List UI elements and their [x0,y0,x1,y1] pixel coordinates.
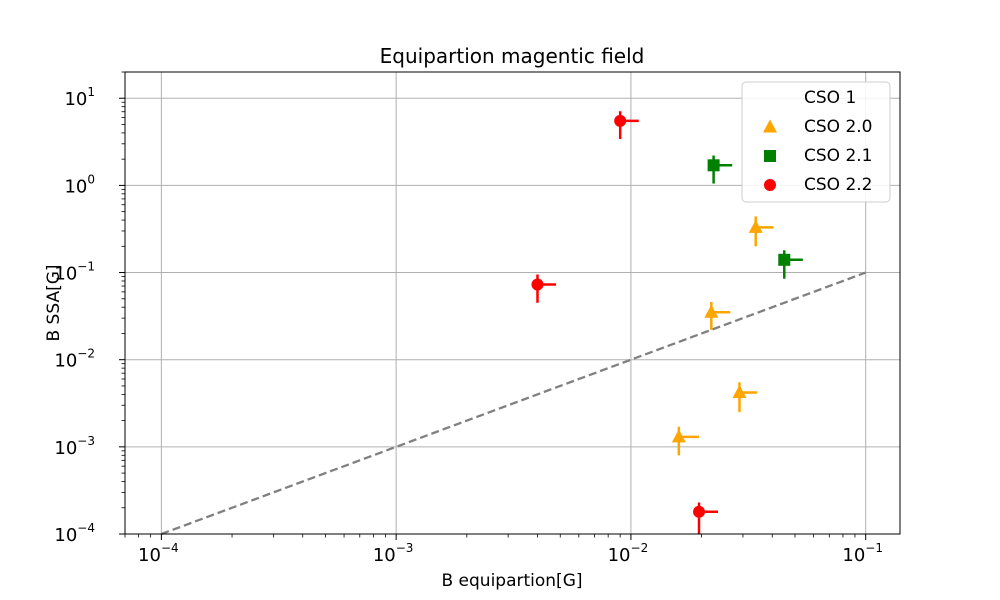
y-tick-label: 10−4 [54,521,95,546]
legend-triangle-marker [763,119,777,133]
data-point [732,382,758,413]
square-marker [707,159,720,172]
legend-box [741,81,891,203]
y-tick-exponent: 1 [87,85,95,99]
triangle-marker [704,304,719,318]
x-axis-label: B equipartion[G] [441,571,582,591]
data-point [693,502,719,534]
data-point [748,216,774,247]
circle-marker [614,114,627,127]
y-tick-exponent: −2 [77,347,95,361]
y-tick-exponent: −4 [77,521,95,535]
x-tick-label: 10−1 [842,541,883,566]
data-point [671,426,700,456]
y-tick-label: 101 [64,85,95,110]
data-point [704,301,731,330]
legend-circle-marker [764,179,776,191]
y-tick-label: 10−1 [54,260,95,285]
y-tick-label: 10−3 [54,434,95,459]
legend: CSO 1 CSO 2.0 CSO 2.1 CSO 2.2 [741,81,891,203]
chart-title: Equipartion magentic field [380,44,645,68]
triangle-marker [671,429,686,443]
data-point [778,250,803,279]
square-marker [778,253,791,266]
data-point [531,274,557,303]
x-tick-label: 10−3 [373,541,414,566]
legend-entry: CSO 1 [804,88,856,108]
x-tick-exponent: −2 [631,541,649,555]
y-tick-label: 10−2 [54,347,95,372]
legend-label: CSO 2.2 [804,175,872,195]
data-point [707,155,733,184]
y-tick-exponent: −3 [77,434,95,448]
legend-square-marker [764,150,776,162]
x-tick-exponent: −1 [865,541,883,555]
legend-label: CSO 2.1 [804,146,872,166]
y-tick-exponent: −1 [77,260,95,274]
triangle-marker [748,219,763,233]
circle-marker [693,505,706,518]
legend-label: CSO 1 [804,88,856,108]
x-tick-label: 10−2 [608,541,649,566]
y-tick-label: 100 [64,172,95,197]
circle-marker [531,278,544,291]
legend-entry: CSO 2.2 [764,175,872,195]
x-tick-exponent: −3 [396,541,414,555]
reference-line [160,271,867,536]
triangle-marker [732,385,747,399]
legend-label: CSO 2.0 [804,117,872,137]
data-points [531,111,803,534]
legend-entry: CSO 2.0 [763,117,872,137]
data-point [614,111,639,140]
y-tick-exponent: 0 [87,172,95,186]
y-axis-label: B SSA[G] [44,264,64,341]
x-tick-label: 10−4 [138,541,179,566]
reference-line-layer [160,271,867,536]
x-tick-exponent: −4 [161,541,179,555]
legend-entry: CSO 2.1 [764,146,872,166]
plot-frame [124,71,901,535]
